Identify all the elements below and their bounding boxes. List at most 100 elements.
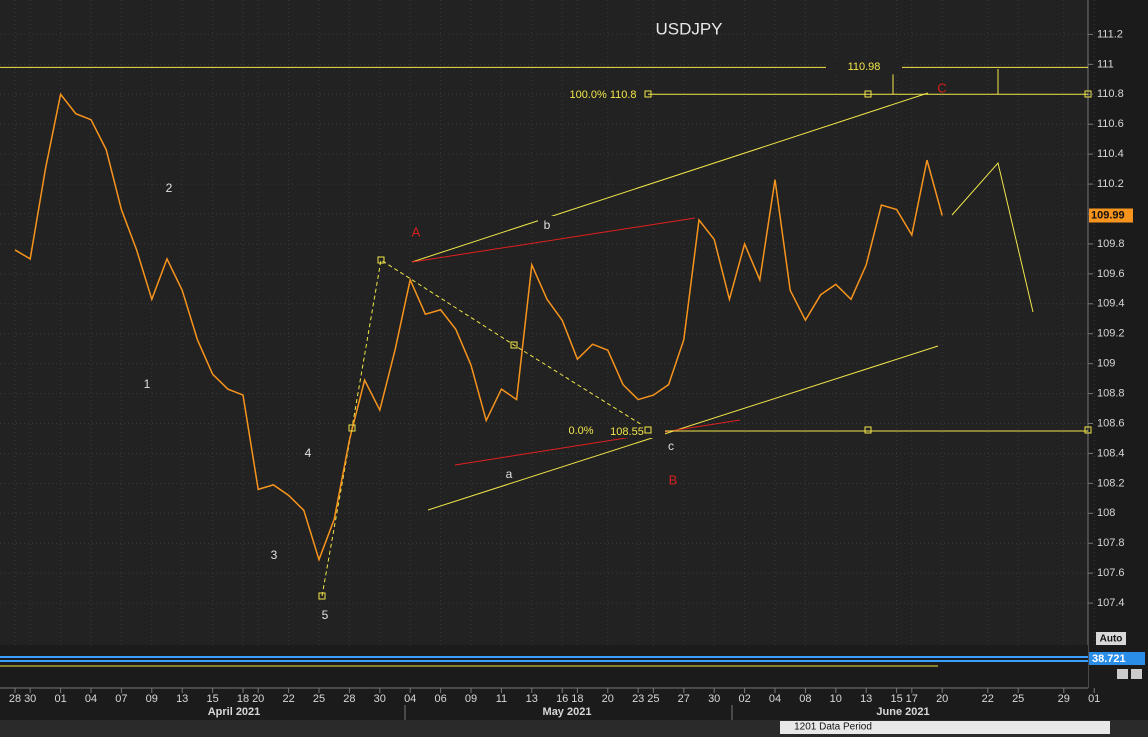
y-tick-label: 111.2 (1097, 28, 1123, 40)
x-tick-label: 28 (343, 693, 355, 705)
level-label-bg (826, 60, 902, 75)
level-label: 110.98 (848, 61, 881, 73)
handle (864, 426, 872, 434)
wave-label: B (669, 472, 678, 487)
auto-button[interactable] (1096, 632, 1126, 645)
level-label-bg (565, 87, 641, 102)
x-tick-label: 01 (54, 693, 66, 705)
wave-label: 2 (166, 181, 173, 195)
x-tick-label: 11 (496, 693, 507, 705)
x-tick-label: 30 (374, 693, 386, 705)
x-tick-label: 30 (24, 693, 36, 705)
x-tick-label: 15 (890, 693, 902, 705)
y-tick-label: 110.4 (1097, 148, 1124, 160)
chart-title: USDJPY (655, 19, 722, 38)
x-tick-label: 22 (982, 693, 994, 705)
fib-dashed (321, 259, 651, 597)
month-label: April 2021 (208, 706, 261, 718)
level-label: 108.55 (610, 426, 644, 438)
fib-label: 0.0% (568, 425, 593, 437)
close-button[interactable] (1131, 669, 1142, 679)
x-tick-label: 20 (936, 693, 948, 705)
x-tick-label: 16 (556, 693, 568, 705)
y-tick-label: 109 (1097, 358, 1115, 370)
drawings (321, 69, 1034, 597)
x-tick-label: 08 (799, 693, 811, 705)
x-tick-label: 30 (708, 693, 720, 705)
x-tick-label: 18 (237, 693, 249, 705)
handles (318, 90, 1092, 600)
x-tick-label: 04 (404, 693, 416, 705)
x-tick-label: 20 (252, 693, 264, 705)
x-tick-label: 06 (434, 693, 446, 705)
x-tick-label: 10 (830, 693, 842, 705)
handle (348, 424, 356, 432)
auto-label: Auto (1100, 634, 1123, 645)
x-tick-label: 23 (632, 693, 644, 705)
handle (377, 256, 385, 264)
handle (1084, 426, 1092, 434)
x-tick-label: 29 (1058, 693, 1070, 705)
wave-label: A (412, 224, 421, 239)
price-line (14, 92, 943, 563)
x-tick-label: 04 (769, 693, 781, 705)
x-tick-label: 25 (313, 693, 325, 705)
last-price-box (1089, 208, 1133, 223)
y-tick-label: 109.2 (1097, 328, 1125, 340)
handle (510, 341, 518, 349)
x-tick-label: 04 (85, 693, 97, 705)
channel-upper (411, 92, 929, 263)
x-tick-label: 25 (647, 693, 659, 705)
channel-lower (427, 345, 939, 511)
plot-area (0, 0, 1088, 645)
wave-label: 5 (322, 608, 329, 622)
x-tick-label: 25 (1012, 693, 1024, 705)
x-tick-label: 20 (602, 693, 614, 705)
x-tick-label: 17 (906, 693, 918, 705)
y-tick-label: 109.6 (1097, 268, 1125, 280)
wave-label: C (937, 80, 946, 95)
month-label: June 2021 (876, 706, 929, 718)
x-tick-label: 09 (146, 693, 158, 705)
wave-label: b (544, 218, 551, 232)
y-tick-label: 110.8 (1097, 88, 1124, 100)
last-price-label: 109.99 (1091, 209, 1125, 221)
y-tick-label: 108.2 (1097, 477, 1125, 489)
red-line (454, 419, 741, 466)
y-tick-label: 107.8 (1097, 537, 1125, 549)
y-tick-label: 110.2 (1097, 178, 1124, 190)
wave-label: 4 (305, 446, 312, 460)
x-tick-label: 27 (678, 693, 690, 705)
x-tick-label: 02 (738, 693, 750, 705)
y-tick-label: 111 (1097, 58, 1114, 70)
y-tick-label: 108.6 (1097, 417, 1125, 429)
indicator-value-box (1089, 652, 1145, 665)
window-button[interactable] (1117, 669, 1128, 679)
wave-label: 3 (271, 548, 278, 562)
handle (864, 90, 872, 98)
y-tick-label: 108.8 (1097, 387, 1125, 399)
x-tick-label: 15 (206, 693, 218, 705)
wave-label: c (668, 439, 674, 453)
y-tick-label: 107.6 (1097, 567, 1125, 579)
indicator-value: 38.721 (1092, 653, 1126, 665)
grid (0, 0, 1095, 645)
x-tick-label: 13 (860, 693, 872, 705)
x-tick-label: 28 (9, 693, 21, 705)
scroll-thumb[interactable] (780, 721, 1110, 734)
x-tick-label: 18 (571, 693, 583, 705)
y-tick-label: 110.6 (1097, 118, 1124, 130)
price-series (14, 92, 943, 563)
y-tick-label: 108 (1097, 507, 1115, 519)
wave-label: a (506, 467, 513, 481)
month-label: May 2021 (543, 706, 592, 718)
data-period: 1201 Data Period (794, 722, 872, 733)
label-bg (538, 216, 556, 234)
handle (644, 90, 652, 98)
handle (644, 426, 652, 434)
forecast (951, 161, 1034, 313)
y-tick-label: 109.8 (1097, 238, 1125, 250)
x-tick-label: 13 (176, 693, 188, 705)
y-tick-label: 109.4 (1097, 298, 1125, 310)
